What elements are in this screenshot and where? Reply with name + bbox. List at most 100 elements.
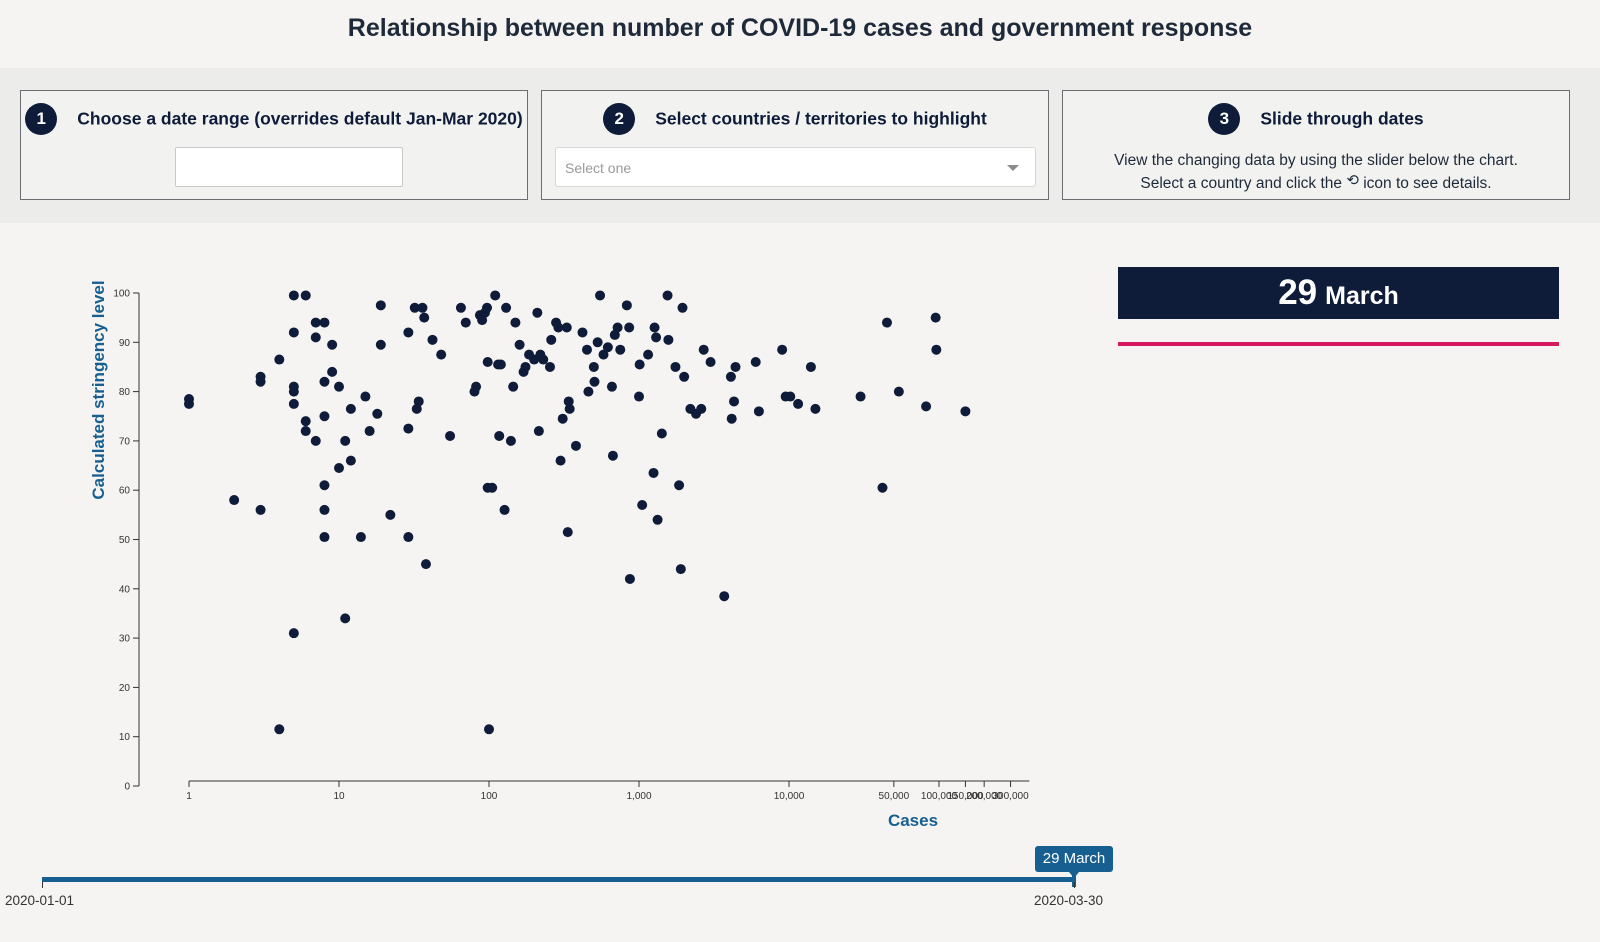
data-point[interactable] [753,406,764,417]
data-point[interactable] [364,426,375,437]
data-point[interactable] [532,307,543,318]
data-point[interactable] [300,416,311,427]
data-point[interactable] [501,302,512,313]
data-point[interactable] [334,463,344,474]
data-point[interactable] [340,613,351,624]
data-point[interactable] [544,361,555,372]
data-point[interactable] [634,391,644,402]
data-point[interactable] [288,327,299,338]
data-point[interactable] [670,361,681,372]
data-point[interactable] [487,482,498,493]
data-point[interactable] [184,398,194,409]
data-point[interactable] [436,349,447,360]
data-point[interactable] [561,322,572,333]
data-point[interactable] [319,504,330,515]
data-point[interactable] [877,482,888,493]
data-point[interactable] [420,559,431,570]
data-point[interactable] [355,532,366,543]
data-point[interactable] [505,435,516,446]
data-point[interactable] [930,312,941,323]
data-point[interactable] [606,381,617,392]
data-point[interactable] [417,302,428,313]
data-point[interactable] [274,354,285,365]
data-point[interactable] [413,396,424,407]
data-point[interactable] [508,381,519,392]
data-point[interactable] [624,322,635,333]
data-point[interactable] [570,440,581,451]
data-point[interactable] [719,591,730,602]
data-point[interactable] [514,339,525,350]
data-point[interactable] [677,302,688,313]
data-point[interactable] [577,327,588,338]
data-point[interactable] [598,349,609,360]
data-point[interactable] [705,357,716,368]
data-point[interactable] [777,344,788,355]
data-point[interactable] [310,435,321,446]
data-point[interactable] [555,455,566,466]
data-point[interactable] [624,573,635,584]
data-point[interactable] [300,426,311,437]
data-point[interactable] [255,504,266,515]
data-point[interactable] [345,403,356,414]
data-point[interactable] [533,426,544,437]
data-point[interactable] [729,396,740,407]
data-point[interactable] [375,300,386,311]
data-point[interactable] [319,532,330,543]
data-point[interactable] [495,359,506,370]
data-point[interactable] [229,495,240,506]
data-point[interactable] [319,317,330,328]
data-point[interactable] [931,344,942,355]
data-point[interactable] [510,317,521,328]
data-point[interactable] [319,376,330,387]
date-slider-handle[interactable] [1072,873,1076,887]
data-point[interactable] [652,514,663,525]
data-point[interactable] [698,344,709,355]
data-point[interactable] [484,724,494,735]
data-point[interactable] [360,391,371,402]
data-point[interactable] [471,381,482,392]
data-point[interactable] [592,337,603,348]
data-point[interactable] [310,332,321,343]
data-point[interactable] [334,381,344,392]
data-point[interactable] [340,435,351,446]
data-point[interactable] [562,527,573,538]
data-point[interactable] [785,391,796,402]
chevron-down-icon[interactable] [1007,165,1019,171]
data-point[interactable] [595,290,606,301]
data-point[interactable] [881,317,892,328]
data-point[interactable] [750,357,761,368]
data-point[interactable] [581,344,592,355]
data-point[interactable] [805,361,816,372]
data-point[interactable] [663,334,674,345]
data-point[interactable] [482,302,493,313]
data-point[interactable] [499,504,510,515]
data-point[interactable] [288,628,299,639]
data-point[interactable] [921,401,932,412]
data-point[interactable] [538,354,549,365]
data-point[interactable] [288,386,299,397]
date-slider-track[interactable] [42,877,1075,882]
date-range-input[interactable] [175,147,403,187]
data-point[interactable] [255,376,266,387]
data-point[interactable] [319,411,330,422]
data-point[interactable] [679,371,690,382]
data-point[interactable] [637,499,648,510]
data-point[interactable] [563,396,574,407]
data-point[interactable] [649,322,660,333]
data-point[interactable] [730,361,741,372]
data-point[interactable] [520,361,531,372]
data-point[interactable] [621,300,632,311]
data-point[interactable] [674,480,685,491]
data-point[interactable] [557,413,568,424]
data-point[interactable] [310,317,321,328]
data-point[interactable] [403,423,414,434]
data-point[interactable] [372,408,383,419]
data-point[interactable] [490,290,501,301]
data-point[interactable] [651,332,662,343]
data-point[interactable] [482,357,493,368]
data-point[interactable] [300,290,311,301]
data-point[interactable] [648,467,659,478]
data-point[interactable] [375,339,386,350]
data-point[interactable] [327,366,338,377]
data-point[interactable] [455,302,466,313]
